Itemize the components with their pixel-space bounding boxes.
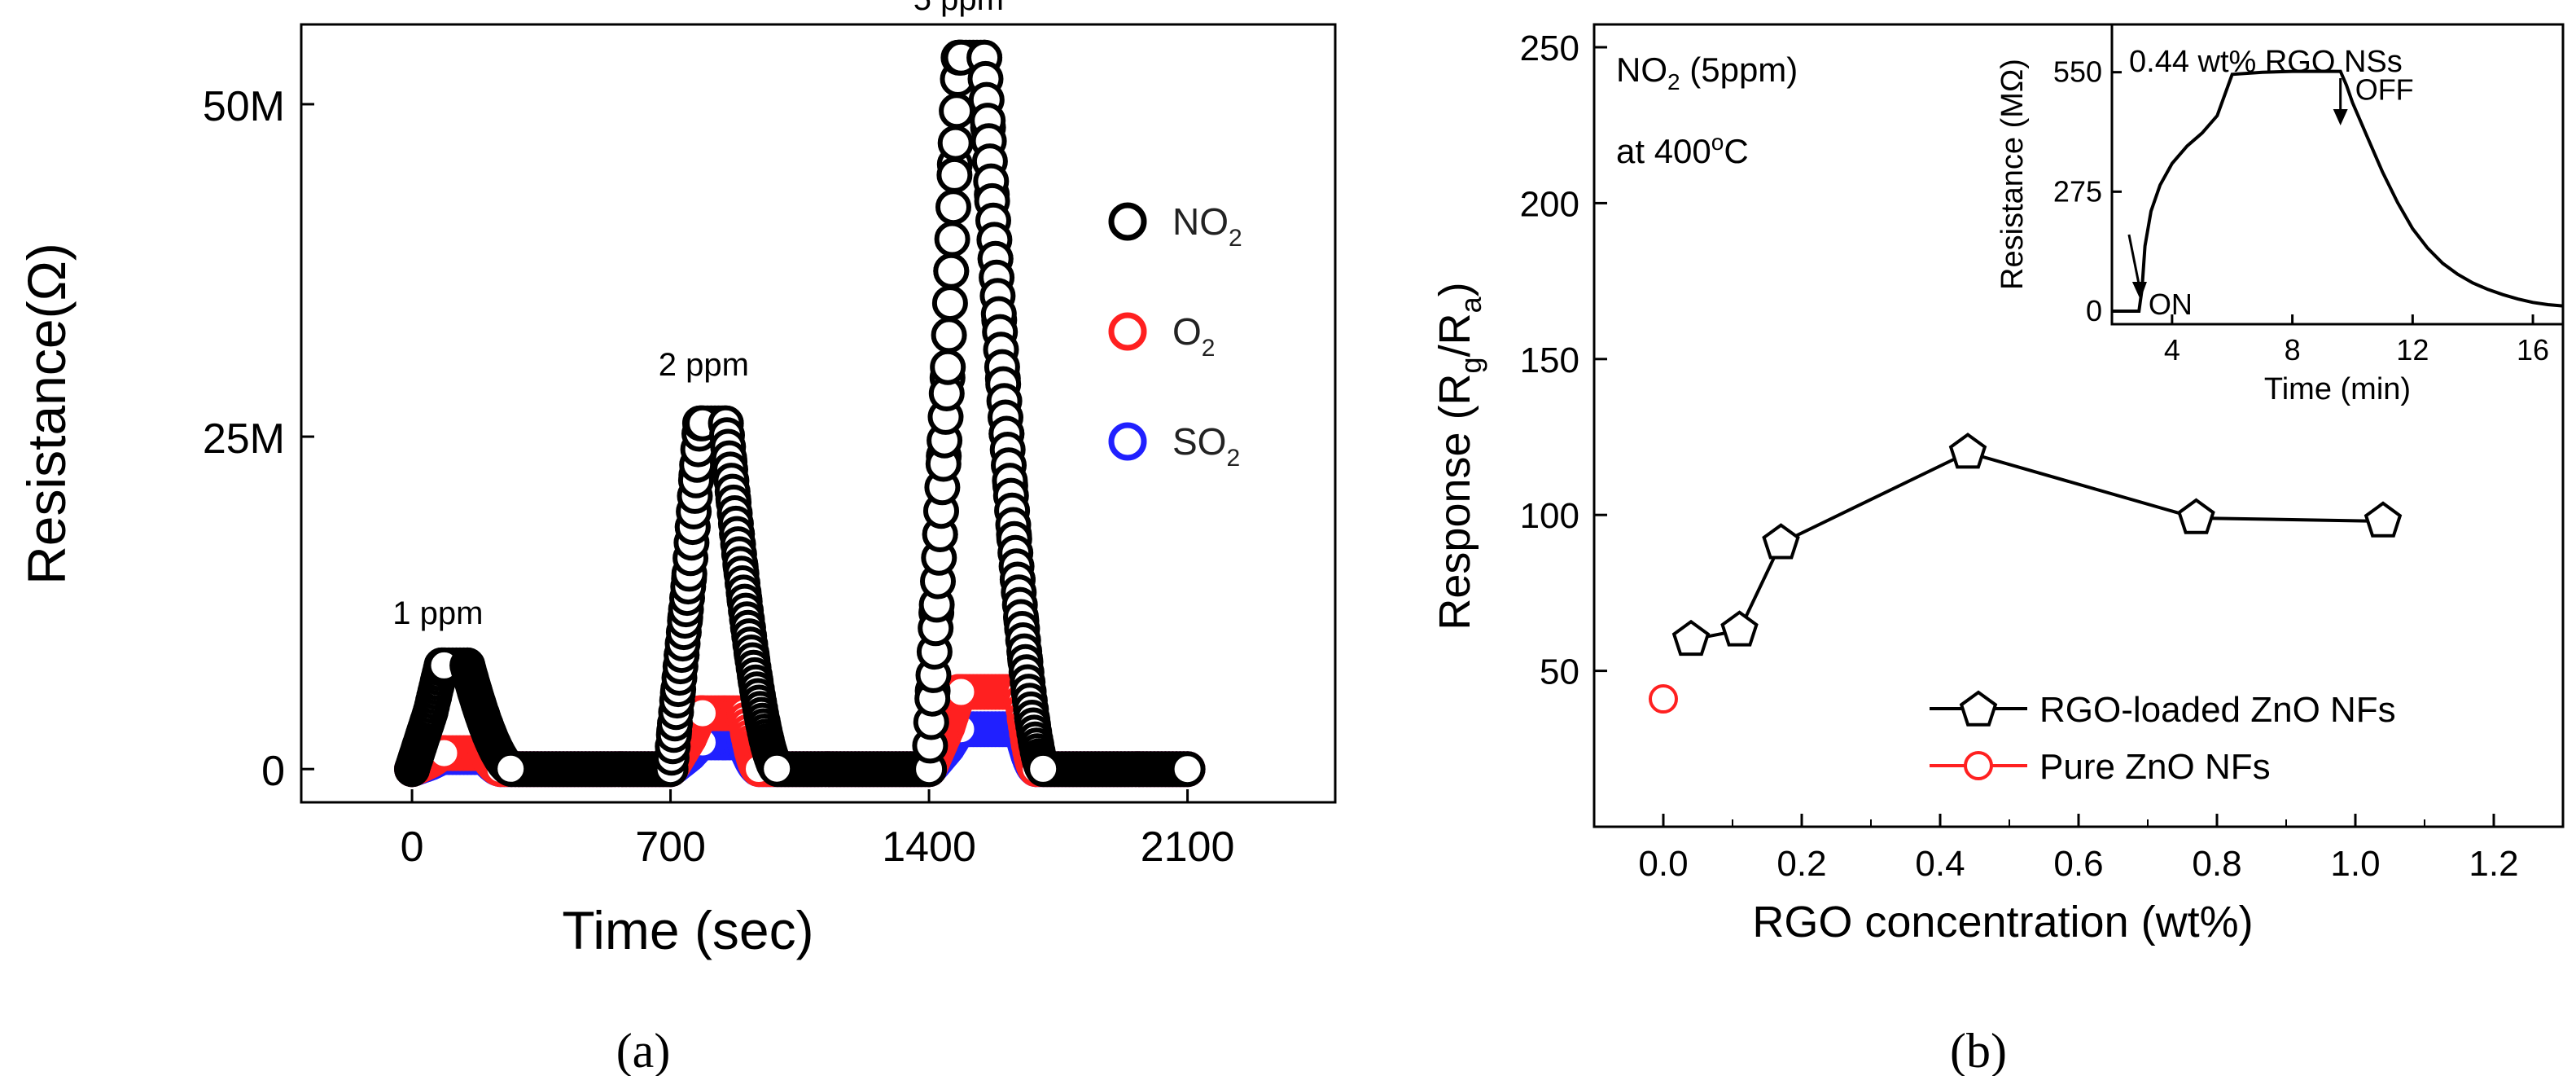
chart-b-ytick-label: 200 <box>1520 184 1579 224</box>
legend-label: RGO-loaded ZnO NFs <box>2039 690 2396 730</box>
chart-b-xtick-label: 0.6 <box>2053 844 2103 884</box>
chart-b-xtick-label: 1.2 <box>2469 844 2518 884</box>
on-arrow-head <box>2131 282 2147 300</box>
inset-xlabel: Time (min) <box>2264 372 2411 406</box>
chart-b-panel-label: (b) <box>1950 1024 2007 1076</box>
legend-label: Pure ZnO NFs <box>2039 747 2271 787</box>
chart-b-legend: RGO-loaded ZnO NFs Pure ZnO NFs <box>1930 690 2396 787</box>
legend-label-SO2: SO2 <box>1172 420 1240 472</box>
chart-a-ytick-label: 50M <box>203 83 285 130</box>
chart-b-ylabel: Response (Rg/Ra) <box>1430 282 1487 630</box>
chart-b-ytick-label: 100 <box>1520 496 1579 536</box>
inset-curve <box>2112 69 2564 313</box>
inset-off-label: OFF <box>2355 73 2414 107</box>
inset-xtick-label: 12 <box>2396 333 2429 367</box>
legend-marker-SO2 <box>1108 422 1147 461</box>
chart-a: 0 25M 50M 0 700 1400 2100 1 ppm 2 ppm 5 ppm Res… <box>16 0 1337 1076</box>
data-point <box>1720 610 1759 647</box>
chart-b-ytick-label: 150 <box>1520 340 1579 380</box>
chart-a-ytick-label: 0 <box>261 748 285 795</box>
chart-b-annotation-gas: NO2 (5ppm) <box>1616 51 1798 94</box>
off-arrow-head <box>2333 109 2348 125</box>
chart-a-panel-label: (a) <box>616 1024 671 1076</box>
chart-b-xtick-label: 0.8 <box>2192 844 2241 884</box>
chart-b: 50 100 150 200 250 0.0 0.2 0.4 0.6 0.8 1.0 1.2 Res… <box>1430 23 2565 1076</box>
inset-ytick-label: 0 <box>2086 294 2102 327</box>
data-point <box>2177 498 2215 534</box>
data-point <box>934 221 970 257</box>
chart-b-annotation-temp: at 400oC <box>1616 130 1749 170</box>
inset-xtick-label: 16 <box>2517 333 2549 367</box>
chart-b-xtick-label: 1.0 <box>2330 844 2380 884</box>
inset-ylabel: Resistance (MΩ) <box>1996 59 2030 290</box>
inset-chart: 4 8 12 16 0 275 550 0.44 wt% RGO NSs Resistan… <box>1996 23 2565 406</box>
data-point <box>1169 751 1206 788</box>
chart-a-ytick-label: 25M <box>203 415 285 463</box>
chart-a-frame <box>300 23 1337 804</box>
inset-on-label: ON <box>2149 288 2193 321</box>
data-point <box>931 317 967 354</box>
inset-xtick-label: 4 <box>2164 333 2180 367</box>
chart-b-xtick-label: 0.0 <box>1638 844 1688 884</box>
legend-marker <box>1959 690 1998 727</box>
data-point <box>930 349 966 385</box>
data-point <box>931 285 968 322</box>
chart-b-ytick-label: 250 <box>1520 29 1579 68</box>
data-point <box>1025 750 1062 787</box>
chart-a-annotation: 1 ppm <box>392 595 483 631</box>
chart-b-xtick-label: 0.4 <box>1915 844 1965 884</box>
data-point <box>936 156 973 193</box>
chart-a-annotation: 2 ppm <box>659 347 749 383</box>
legend-marker-O2 <box>1108 312 1147 351</box>
data-point <box>935 189 971 226</box>
chart-b-xlabel: RGO concentration (wt%) <box>1752 898 2253 946</box>
inset-xtick-label: 8 <box>2285 333 2301 367</box>
chart-b-ytick-label: 50 <box>1540 652 1579 692</box>
data-point <box>2364 501 2403 538</box>
data-point <box>1649 684 1678 714</box>
inset-frame <box>2110 23 2565 326</box>
inset-ytick-label: 550 <box>2053 55 2102 89</box>
legend-marker-NO2 <box>1108 202 1147 241</box>
inset-title: 0.44 wt% RGO NSs <box>2129 45 2403 79</box>
data-point <box>933 253 970 289</box>
chart-a-legend: NO2 O2 SO2 <box>1108 200 1242 472</box>
chart-a-ylabel: Resistance(Ω) <box>16 243 77 585</box>
series-NO2 <box>394 39 1206 788</box>
data-point <box>1948 433 1987 469</box>
data-point <box>759 750 795 787</box>
chart-b-xtick-label: 0.2 <box>1776 844 1826 884</box>
inset-ytick-label: 275 <box>2053 174 2102 208</box>
chart-a-xlabel: Time (sec) <box>562 900 813 960</box>
data-point <box>937 125 974 161</box>
data-point <box>493 750 529 787</box>
data-point <box>939 93 975 130</box>
chart-a-xtick-label: 0 <box>401 823 424 871</box>
chart-a-annotation: 5 ppm <box>913 0 1004 17</box>
legend-label-NO2: NO2 <box>1172 200 1242 252</box>
chart-a-xtick-label: 1400 <box>882 823 976 871</box>
chart-a-xtick-label: 2100 <box>1141 823 1235 871</box>
legend-label-O2: O2 <box>1172 310 1215 362</box>
data-point <box>1671 619 1711 657</box>
chart-a-xtick-label: 700 <box>635 823 706 871</box>
data-point <box>1762 523 1800 560</box>
legend-marker <box>1964 751 1993 780</box>
